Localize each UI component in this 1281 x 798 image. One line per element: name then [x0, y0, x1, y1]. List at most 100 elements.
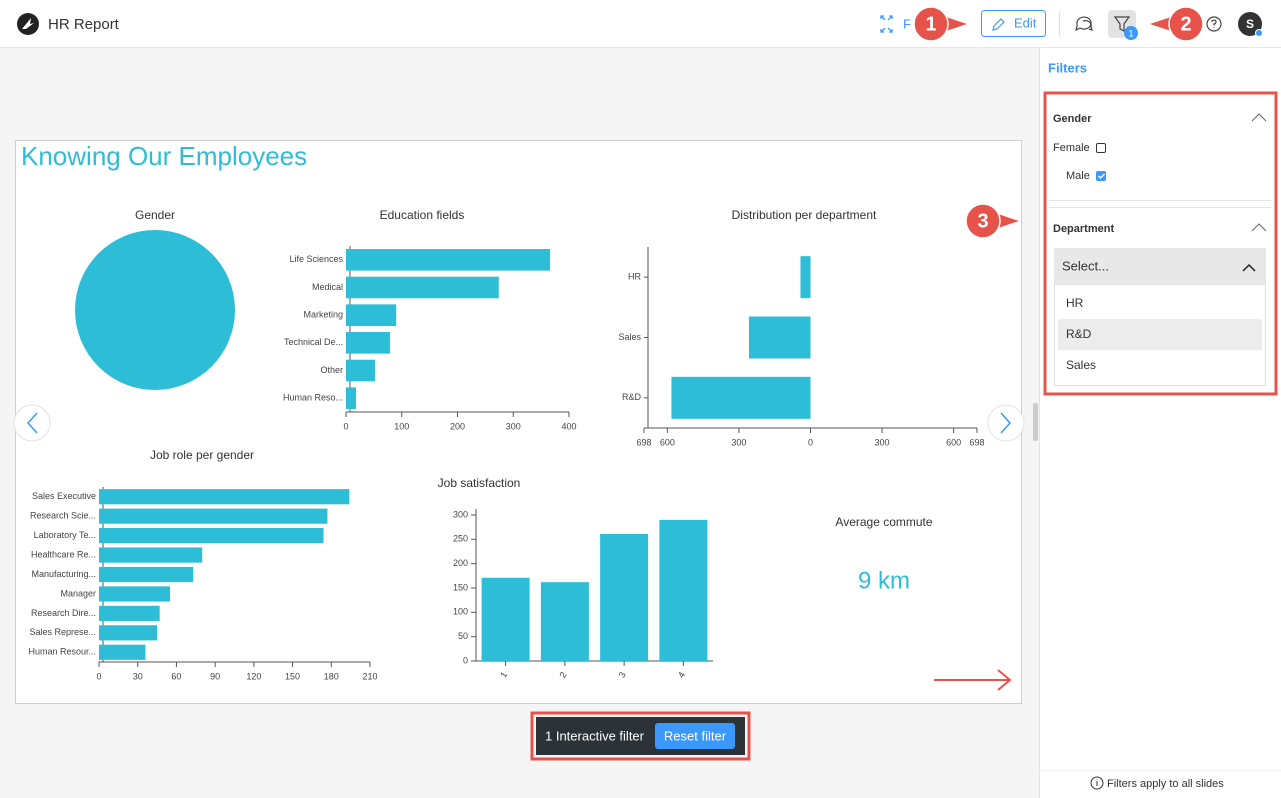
x-tick-label: 180 — [324, 671, 339, 681]
bar — [346, 304, 397, 326]
bar — [99, 586, 170, 602]
y-tick-label: HR — [628, 272, 641, 282]
x-tick-label: 0 — [808, 437, 813, 447]
x-tick-label: 698 — [969, 437, 984, 447]
fullscreen-label[interactable]: F — [903, 16, 911, 31]
prev-chevron — [26, 412, 38, 434]
y-tick-label: Marketing — [303, 310, 343, 320]
bar — [99, 625, 158, 641]
dropdown-option[interactable]: HR — [1066, 296, 1084, 310]
x-tick-label: 400 — [561, 421, 576, 431]
bar — [540, 582, 589, 661]
edit-label[interactable]: Edit — [1014, 15, 1037, 30]
select-box[interactable] — [1054, 248, 1266, 284]
y-tick-label: 150 — [453, 582, 468, 592]
bar — [659, 519, 708, 661]
y-tick-label: 300 — [453, 509, 468, 519]
panel-footer: Filters apply to all slides — [1107, 778, 1224, 790]
y-tick-label: Sales Represe... — [29, 627, 96, 637]
y-tick-label: Healthcare Re... — [31, 549, 96, 559]
option-label[interactable]: Male — [1066, 170, 1090, 182]
chart-title: Gender — [135, 208, 175, 222]
logo-bird — [22, 18, 34, 29]
bar — [346, 387, 357, 409]
x-tick-label: 600 — [660, 437, 675, 447]
y-tick-label: 200 — [453, 558, 468, 568]
x-tick-label: 100 — [394, 421, 409, 431]
bar — [346, 359, 375, 382]
annotation-arrow — [934, 669, 1012, 691]
bar — [600, 533, 649, 661]
bar — [99, 644, 146, 660]
x-tick-label: 300 — [731, 437, 746, 447]
y-tick-label: Research Dire... — [31, 608, 96, 618]
y-tick-label: 250 — [453, 534, 468, 544]
collapse-chevron[interactable] — [1251, 113, 1267, 122]
dropdown-option[interactable]: R&D — [1066, 327, 1092, 341]
select-placeholder[interactable]: Select... — [1062, 258, 1109, 273]
report-title: HR Report — [48, 16, 120, 33]
bar — [346, 276, 499, 299]
x-tick-label: 60 — [171, 671, 181, 681]
y-tick-label: R&D — [622, 392, 642, 402]
resize-handle[interactable] — [1033, 403, 1038, 441]
x-tick-label: 4 — [676, 670, 687, 679]
reset-label[interactable]: Reset filter — [664, 728, 727, 743]
avatar-initial: S — [1246, 17, 1254, 31]
next-chevron — [1000, 412, 1012, 434]
fullscreen-icon[interactable] — [880, 15, 893, 33]
chart-title: Job role per gender — [150, 448, 254, 462]
y-tick-label: Sales — [618, 332, 641, 342]
filter-group-label: Department — [1053, 223, 1114, 235]
x-tick-label: 600 — [946, 437, 961, 447]
info-icon — [1090, 776, 1104, 790]
y-tick-label: Medical — [312, 282, 343, 292]
checkbox[interactable] — [1096, 171, 1106, 181]
bar — [346, 249, 551, 271]
reset-button[interactable] — [655, 723, 735, 749]
help-icon[interactable] — [1206, 16, 1222, 32]
x-tick-label: 300 — [506, 421, 521, 431]
y-tick-label: Research Scie... — [30, 511, 96, 521]
checkmark — [1097, 173, 1106, 180]
y-tick-label: 100 — [453, 607, 468, 617]
x-tick-label: 200 — [450, 421, 465, 431]
x-tick-label: 698 — [636, 437, 651, 447]
dropdown-option[interactable]: Sales — [1066, 358, 1096, 372]
bar — [346, 332, 391, 354]
filter-bar-label: 1 Interactive filter — [545, 728, 645, 743]
prev-slide[interactable] — [13, 404, 51, 442]
comments-icon[interactable] — [1075, 16, 1093, 32]
x-tick-label: 30 — [133, 671, 143, 681]
checkbox[interactable] — [1096, 143, 1106, 153]
y-tick-label: 0 — [463, 655, 468, 665]
option-label[interactable]: Female — [1053, 142, 1090, 154]
x-tick-label: 3 — [617, 670, 628, 679]
x-tick-label: 0 — [343, 421, 348, 431]
bar — [99, 605, 160, 621]
callout-number: 3 — [977, 210, 988, 232]
y-tick-label: 50 — [458, 631, 468, 641]
y-tick-label: Manufacturing... — [31, 569, 96, 579]
kpi-title: Average commute — [835, 515, 932, 529]
avatar[interactable] — [1238, 12, 1262, 36]
filter-badge-count: 1 — [1128, 28, 1133, 38]
x-tick-label: 1 — [498, 670, 509, 679]
y-tick-label: Technical De... — [284, 337, 343, 347]
next-slide[interactable] — [987, 404, 1025, 442]
callouts: 1 2 3 — [913, 6, 1204, 239]
dropdown-options: HR R&D Sales — [1058, 296, 1262, 372]
x-tick-label: 2 — [557, 670, 568, 679]
callout — [965, 203, 1001, 239]
bar — [671, 376, 811, 419]
bar — [800, 256, 811, 299]
collapse-chevron[interactable] — [1251, 223, 1267, 232]
y-tick-label: Life Sciences — [289, 254, 343, 264]
pie-slice — [75, 230, 235, 390]
edit-button[interactable] — [981, 10, 1046, 37]
y-tick-label: Human Reso... — [283, 393, 343, 403]
filter-panel-bg — [1039, 48, 1281, 798]
x-tick-label: 210 — [362, 671, 377, 681]
